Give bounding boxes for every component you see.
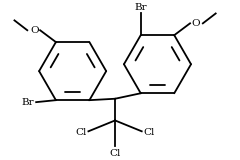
Text: Br: Br bbox=[134, 3, 147, 12]
Text: Br: Br bbox=[22, 98, 34, 107]
Text: O: O bbox=[191, 19, 200, 28]
Text: Cl: Cl bbox=[144, 128, 155, 137]
Text: Cl: Cl bbox=[75, 128, 86, 137]
Text: O: O bbox=[30, 26, 39, 35]
Text: Cl: Cl bbox=[109, 149, 121, 158]
